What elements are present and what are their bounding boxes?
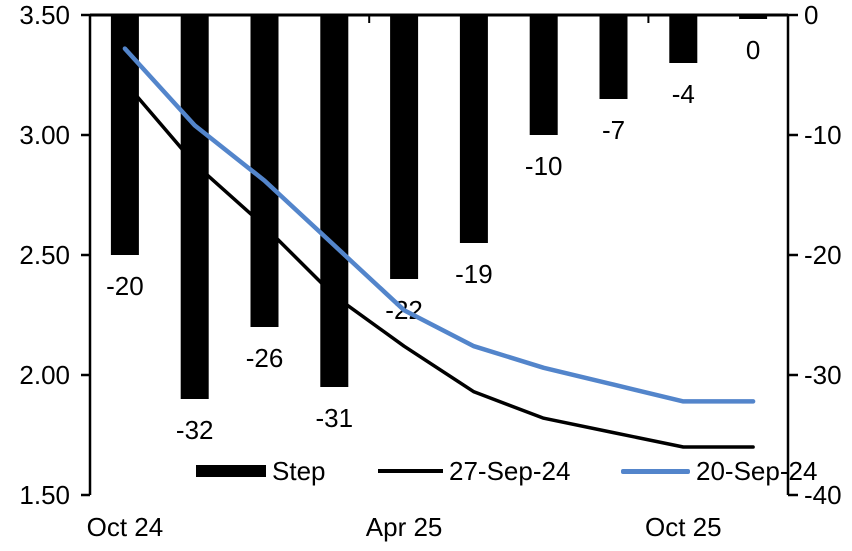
bar-value-label: -7 (602, 115, 625, 145)
axes (81, 13, 798, 497)
left-axis-tick-label: 3.00 (19, 120, 70, 150)
right-axis-tick-label: -40 (804, 480, 842, 510)
right-axis-tick-label: -10 (804, 120, 842, 150)
bar (739, 15, 768, 19)
bar (459, 15, 488, 243)
right-axis-tick-label: -30 (804, 360, 842, 390)
bar-data-labels: -20-32-26-31-22-19-10-7-40 (106, 35, 760, 445)
bar-value-label: -10 (525, 151, 563, 181)
left-axis-tick-label: 2.50 (19, 240, 70, 270)
bar-value-label: -4 (672, 79, 695, 109)
bar-series-step (110, 15, 768, 399)
bar (599, 15, 628, 99)
left-axis-tick-label: 1.50 (19, 480, 70, 510)
bar-value-label: -26 (246, 343, 284, 373)
left-axis-tick-label: 3.50 (19, 0, 70, 30)
right-axis-tick-label: 0 (804, 0, 818, 30)
line-20-Sep-24 (122, 46, 756, 404)
line-series-front (122, 46, 756, 404)
bar (320, 15, 349, 387)
bar (669, 15, 698, 63)
bar-value-label: -31 (316, 403, 354, 433)
line-series-behind (123, 80, 755, 449)
bar-value-label: -19 (455, 259, 493, 289)
bar (180, 15, 209, 399)
left-axis-tick-label: 2.00 (19, 360, 70, 390)
x-axis-tick-label: Oct 24 (87, 512, 164, 542)
bar-value-label: -32 (176, 415, 214, 445)
bar (110, 15, 139, 255)
bar-value-label: 0 (746, 35, 760, 65)
x-axis-tick-label: Apr 25 (366, 512, 443, 542)
line-27-Sep-24 (123, 80, 755, 449)
bar (390, 15, 419, 279)
right-axis-tick-label: -20 (804, 240, 842, 270)
bar-value-label: -20 (106, 271, 144, 301)
x-axis-tick-label: Oct 25 (645, 512, 722, 542)
bar (529, 15, 558, 135)
